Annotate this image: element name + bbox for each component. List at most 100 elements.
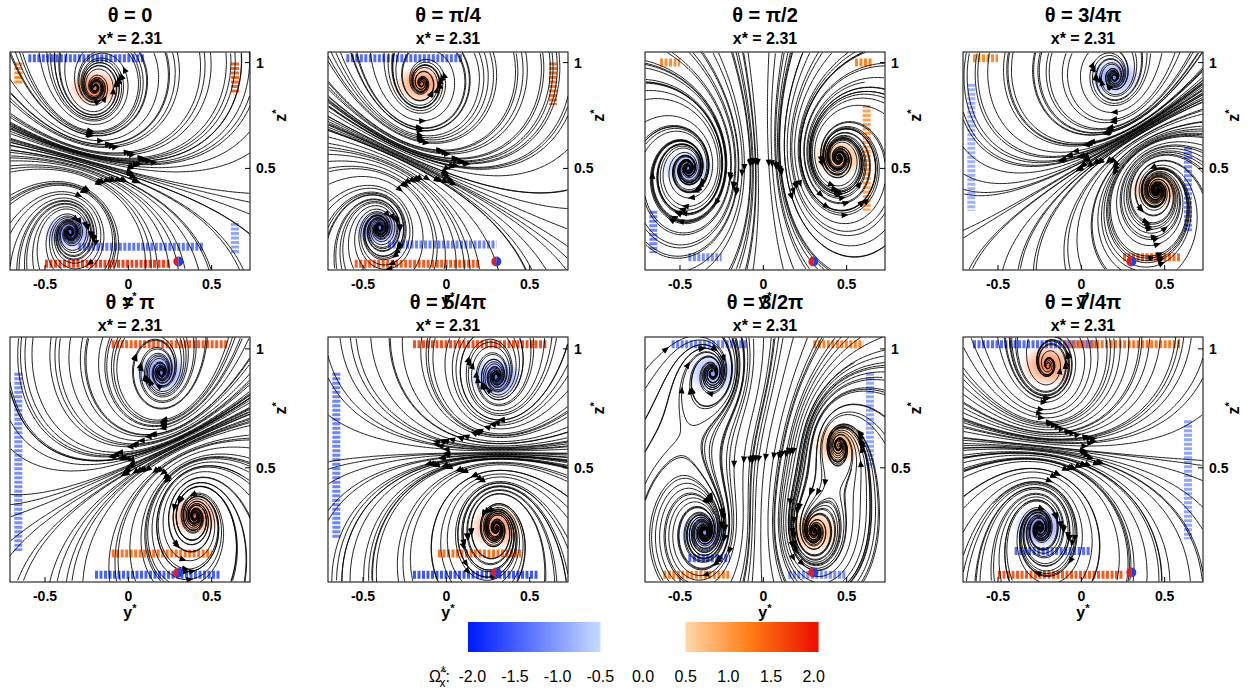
streamline [1009,337,1069,396]
colorbar-tick-label: -1.0 [544,668,572,685]
streamline-arrow [441,463,450,471]
colorbar-tick-label: 2.0 [803,668,825,685]
probe [1126,567,1131,577]
streamline [978,53,1203,157]
streamline-arrow [1091,158,1100,167]
streamline [645,340,726,392]
streamline [369,459,567,581]
y-tick-label: 1 [1209,341,1217,357]
y-axis-title: z* [905,402,924,415]
y-tick [1198,467,1203,468]
streamline [328,137,498,270]
plot-frame [328,337,568,582]
streamline [329,111,568,176]
x-tick [128,265,129,270]
streamline [466,338,556,415]
streamline [829,427,872,582]
streamline [964,337,1142,433]
streamline [23,53,139,131]
y-tick [880,348,885,349]
streamline-arrow [1046,419,1053,425]
streamline [686,338,737,559]
streamline [328,125,566,269]
plot-frame [645,52,885,270]
streamline [332,456,567,582]
panel-title: θ = 5/4π [410,291,487,313]
streamline [337,456,567,581]
streamline [10,106,250,165]
probe [178,567,183,577]
streamline [963,337,1176,439]
probe [173,567,178,577]
label-part: y [441,604,450,621]
streamline-arrow [160,416,168,423]
streamline-arrow [393,244,402,253]
streamline [1010,338,1069,396]
streamline [1027,339,1061,385]
streamline [329,125,567,259]
streamline [11,146,240,270]
streamline [963,444,1203,508]
plot-frame [10,52,250,270]
streamline [141,454,249,582]
streamline-arrow [474,474,483,482]
streamline [11,169,146,270]
streamline [963,453,1162,581]
streamline [33,207,89,269]
streamline-arrow [762,453,769,461]
streamline [329,54,518,151]
streamline [10,182,118,270]
streamline-arrow [385,265,393,270]
streamline [340,202,398,270]
wall-vorticity [231,221,239,253]
streamline [10,52,235,160]
streamline [11,53,147,136]
streamline-arrow [1110,168,1119,177]
streamline [24,415,250,581]
streamline [117,337,229,420]
streamline-arrow [464,567,473,576]
y-tick-label: 1 [1209,55,1217,71]
label-sup: * [132,602,137,614]
streamline [456,338,568,423]
streamline [46,214,82,269]
streamline [133,338,208,409]
streamline [646,83,722,213]
x-tick [846,577,847,582]
streamline-arrow [460,467,469,475]
colorbar-tick-label: -2.0 [458,668,486,685]
streamline [810,91,884,192]
x-tick [998,577,999,582]
plot-frame [10,337,250,582]
streamline-arrow [1066,556,1075,565]
cb-end: : [446,668,450,685]
streamline-arrow [699,345,707,352]
y-tick [880,62,885,63]
panel-subtitle: x* = 2.31 [733,317,798,334]
streamline-arrow [460,543,468,551]
x-tick-label: 0 [442,588,450,604]
x-tick-label: 0.5 [520,588,540,604]
label-part: z [272,407,289,415]
streamline [963,338,1110,423]
x-tick [680,265,681,270]
streamline-arrow [818,156,825,164]
label-part: z [907,407,924,415]
colorbar-cell [816,622,819,652]
streamline [1093,53,1148,103]
panel-subtitle: x* = 2.31 [98,317,163,334]
streamline-arrow [97,138,104,144]
streamline-arrow [1160,224,1169,233]
y-tick-label: 1 [256,341,264,357]
streamline [645,348,723,451]
wall-vorticity [332,373,340,540]
streamline-arrow [777,166,784,174]
colorbar-label: Ω̃*x: [429,664,450,690]
streamline-arrow [730,181,737,189]
streamline [646,91,720,211]
streamline [10,158,178,269]
streamline [1100,53,1137,96]
streamline-arrow [1092,73,1098,80]
streamline-arrow [727,174,734,182]
x-tick [529,265,530,270]
